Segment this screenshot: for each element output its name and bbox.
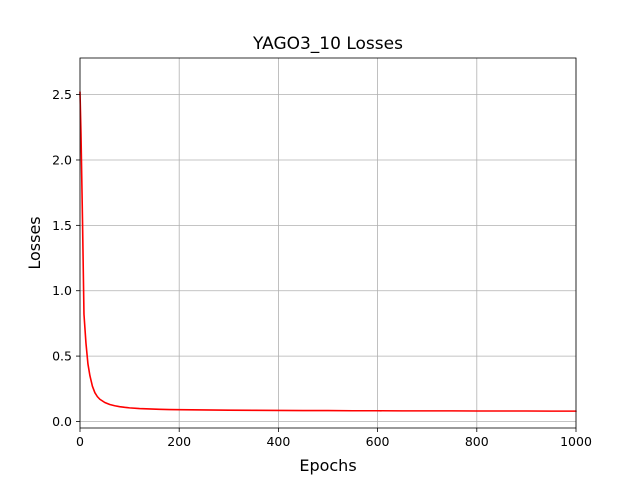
y-tick-label: 2.5 — [52, 87, 72, 102]
x-tick-label: 400 — [266, 434, 290, 449]
y-axis-label: Losses — [25, 216, 44, 269]
loss-series-line — [79, 91, 577, 412]
grid-lines — [79, 58, 577, 428]
x-tick-label: 200 — [167, 434, 191, 449]
x-tick-label: 0 — [76, 434, 84, 449]
x-tick-label: 800 — [465, 434, 489, 449]
x-axis-ticks: 0 200 400 600 800 1000 — [76, 428, 592, 449]
chart-title: YAGO3_10 Losses — [252, 34, 403, 54]
plot-frame — [79, 57, 577, 429]
y-tick-label: 1.0 — [52, 283, 72, 298]
series-layer — [79, 91, 577, 412]
y-tick-label: 2.0 — [52, 152, 72, 167]
x-tick-label: 600 — [366, 434, 390, 449]
x-axis-label: Epochs — [299, 456, 356, 475]
y-tick-label: 0.5 — [52, 349, 72, 364]
y-tick-label: 1.5 — [52, 218, 72, 233]
y-axis-ticks: 0.0 0.5 1.0 1.5 2.0 2.5 — [52, 87, 80, 429]
y-tick-label: 0.0 — [52, 414, 72, 429]
x-tick-label: 1000 — [560, 434, 592, 449]
